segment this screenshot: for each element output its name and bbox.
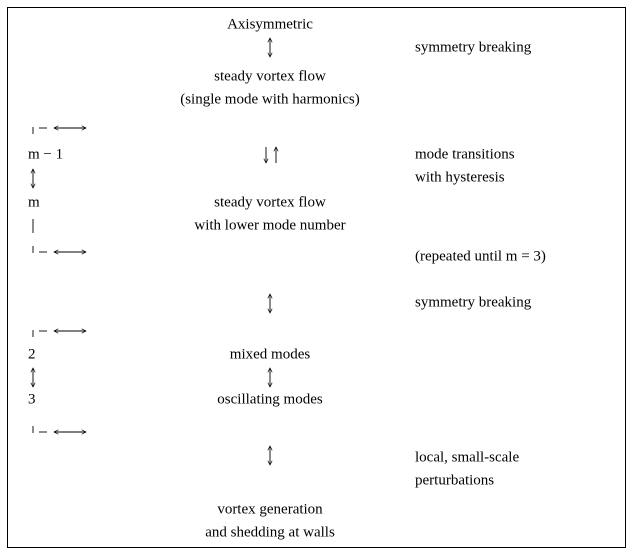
node: (single mode with harmonics) bbox=[180, 91, 360, 107]
node: with lower mode number bbox=[194, 217, 345, 233]
bracket bbox=[32, 246, 86, 253]
bracket bbox=[32, 330, 86, 337]
note: (repeated until m = 3) bbox=[415, 248, 546, 264]
node: and shedding at walls bbox=[205, 524, 335, 540]
note: symmetry breaking bbox=[415, 39, 532, 55]
bracket bbox=[32, 127, 86, 134]
left-label: 3 bbox=[28, 391, 36, 407]
node: vortex generation bbox=[217, 501, 323, 517]
node: oscillating modes bbox=[217, 391, 323, 407]
node: steady vortex flow bbox=[214, 194, 326, 210]
note: symmetry breaking bbox=[415, 294, 532, 310]
note: perturbations bbox=[415, 472, 494, 488]
left-label: m bbox=[28, 194, 40, 210]
node: steady vortex flow bbox=[214, 68, 326, 84]
left-label: m − 1 bbox=[28, 146, 63, 162]
frame bbox=[7, 7, 626, 548]
note: local, small-scale bbox=[415, 449, 519, 465]
bracket bbox=[32, 426, 86, 433]
left-label: 2 bbox=[28, 346, 36, 362]
note: mode transitions bbox=[415, 146, 515, 162]
note: with hysteresis bbox=[415, 169, 505, 185]
node: Axisymmetric bbox=[227, 16, 313, 32]
node: mixed modes bbox=[230, 346, 311, 362]
